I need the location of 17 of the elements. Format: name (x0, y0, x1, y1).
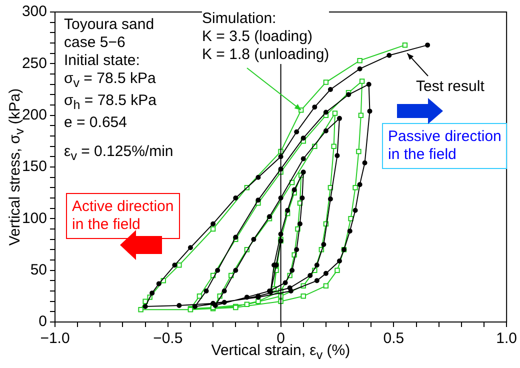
x-tick-label: −0.5 (153, 330, 183, 348)
x-tick-label: 1.0 (496, 330, 518, 348)
y-tick-label: 250 (22, 54, 47, 72)
x-tick-label: 0.5 (383, 330, 404, 348)
y-tick-label: 300 (22, 3, 47, 20)
y-tick-label: 0 (38, 313, 47, 330)
y-tick-label: 150 (22, 158, 47, 176)
annotation: Simulation: K = 3.5 (loading) K = 1.8 (unloading) (202, 10, 330, 64)
y-tick-label: 100 (22, 210, 47, 227)
annotation: Test result (416, 78, 484, 96)
annotation: Passive direction in the field (382, 123, 508, 169)
y-tick-label: 50 (30, 261, 47, 278)
x-tick-label: −1.0 (40, 330, 70, 348)
annotation: ε$_{v}$ = 0.125%/min (64, 143, 174, 165)
annotation: Active direction in the field (66, 193, 180, 239)
text: Toyoura sand case 5−6 Initial state: σ$_{v}$ = 78.5 kPa σ$_{h}$ = 78.5 kPa e = 0.654 (64, 16, 157, 131)
y-tick-label: 200 (22, 106, 47, 124)
